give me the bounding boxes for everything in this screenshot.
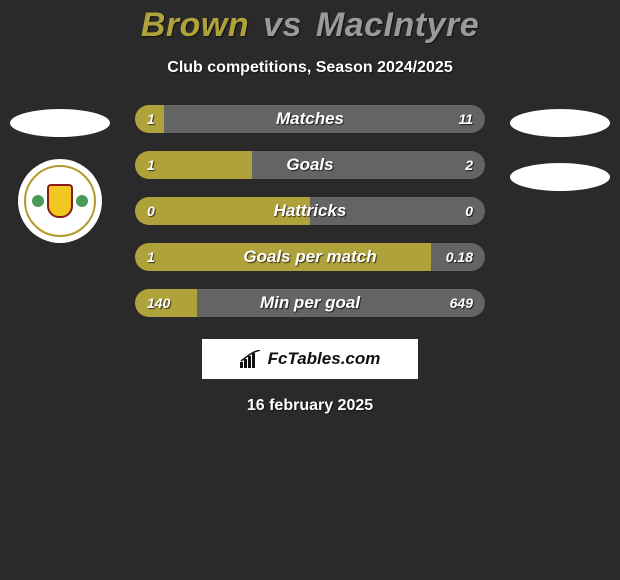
bar-right-value: 649 [450, 295, 473, 311]
bar-right-value: 0 [465, 203, 473, 219]
title: Brown vs MacIntyre [0, 6, 620, 45]
bar-stat-label: Matches [276, 109, 344, 129]
branding-text: FcTables.com [268, 349, 381, 369]
player2-photo-placeholder [510, 109, 610, 137]
bar-stat-label: Goals [286, 155, 333, 175]
stat-bar: 1 Matches 11 [135, 105, 485, 133]
thistle-icon [76, 195, 88, 207]
stat-bar: 140 Min per goal 649 [135, 289, 485, 317]
left-side-column [0, 105, 120, 243]
bar-left-value: 140 [147, 295, 170, 311]
stat-bar: 1 Goals 2 [135, 151, 485, 179]
bar-left-value: 1 [147, 249, 155, 265]
title-player1: Brown [141, 6, 249, 44]
bar-right-value: 2 [465, 157, 473, 173]
header: Brown vs MacIntyre Club competitions, Se… [0, 0, 620, 77]
bar-left-value: 1 [147, 111, 155, 127]
player1-club-badge [18, 159, 102, 243]
right-side-column [500, 105, 620, 191]
title-player2: MacIntyre [316, 6, 479, 44]
fctables-logo-icon [240, 350, 262, 368]
bar-right-value: 0.18 [446, 249, 473, 265]
branding[interactable]: FcTables.com [202, 339, 418, 379]
player2-club-placeholder [510, 163, 610, 191]
stat-bar: 0 Hattricks 0 [135, 197, 485, 225]
thistle-icon [32, 195, 44, 207]
bar-stat-label: Goals per match [243, 247, 376, 267]
bar-stat-label: Hattricks [274, 201, 347, 221]
subtitle: Club competitions, Season 2024/2025 [0, 59, 620, 77]
player1-photo-placeholder [10, 109, 110, 137]
title-vs: vs [263, 6, 302, 44]
bar-right-value: 11 [458, 111, 473, 127]
bar-stat-label: Min per goal [260, 293, 360, 313]
stat-bar: 1 Goals per match 0.18 [135, 243, 485, 271]
bar-left-value: 0 [147, 203, 155, 219]
comparison-bars: 1Matches111Goals20Hattricks01Goals per m… [135, 105, 485, 317]
bar-left-value: 1 [147, 157, 155, 173]
date: 16 february 2025 [0, 397, 620, 415]
content: 1Matches111Goals20Hattricks01Goals per m… [0, 105, 620, 415]
shield-icon [47, 184, 73, 218]
